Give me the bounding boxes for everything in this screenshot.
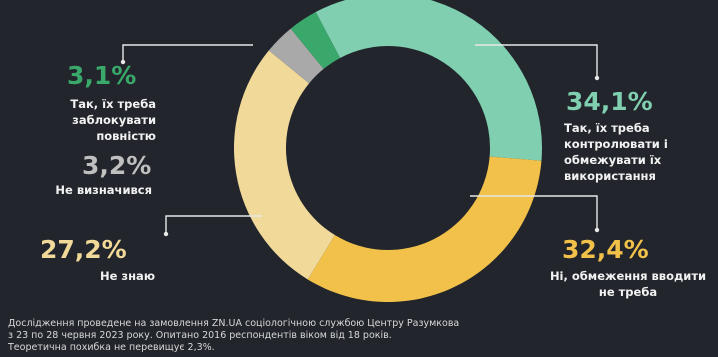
slice-dont-know	[233, 50, 335, 280]
category-label-control: Так, їх треба контролювати і обмежувати …	[564, 121, 668, 183]
leader-control	[475, 44, 598, 78]
leader-dont-know	[165, 215, 262, 234]
slice-control	[315, 0, 542, 161]
value-label-restrict: 32,4%	[562, 235, 649, 264]
leader-lines	[120, 44, 600, 237]
slice-undecided	[268, 28, 324, 84]
value-label-undecided: 3,2%	[82, 151, 152, 180]
category-label-undecided: Не визначився	[55, 183, 152, 197]
category-label-restrict: Ні, обмеження вводити не треба	[549, 269, 707, 299]
slice-restrict	[307, 156, 542, 302]
donut-slices	[233, 0, 542, 302]
leader-restrict	[470, 195, 598, 230]
leader-restrict-dot	[594, 227, 600, 233]
leader-block	[122, 44, 253, 62]
footnote: Дослідження проведене на замовлення ZN.U…	[8, 318, 460, 353]
slice-block	[290, 12, 341, 69]
value-label-dont-know: 27,2%	[40, 235, 127, 264]
leader-block-dot	[120, 59, 126, 65]
value-label-block: 3,1%	[67, 61, 137, 90]
leader-dont-know-dot	[163, 231, 169, 237]
category-label-dont-know: Не знаю	[100, 269, 155, 283]
value-label-control: 34,1%	[566, 87, 653, 116]
leader-control-dot	[594, 75, 600, 81]
category-label-block: Так, їх треба заблокувати повністю	[70, 97, 156, 143]
